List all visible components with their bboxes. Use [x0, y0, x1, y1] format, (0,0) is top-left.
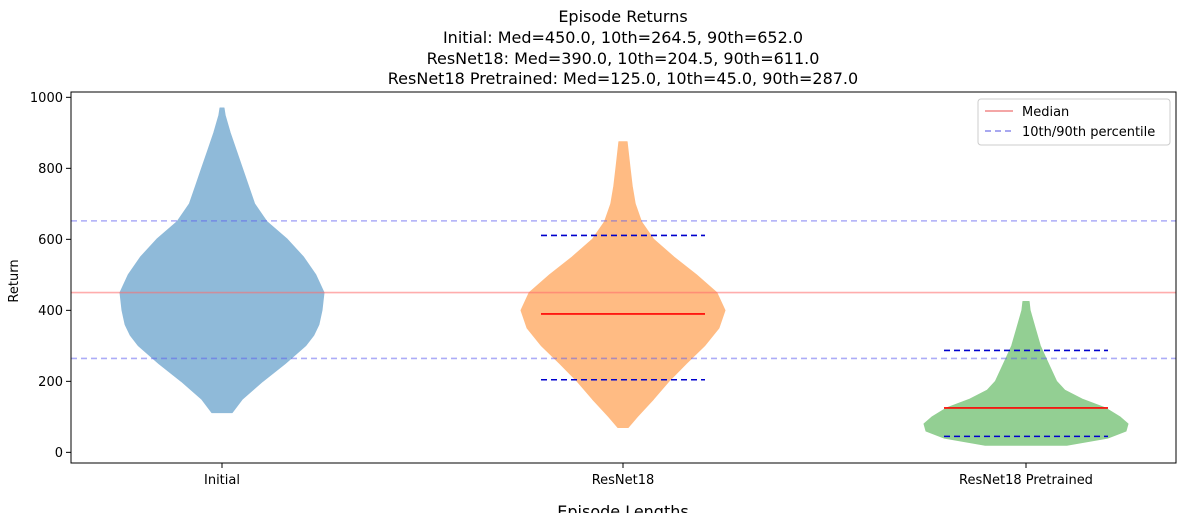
y-tick-label-0: 0 [55, 446, 63, 461]
x-axis: Initial ResNet18 ResNet18 Pretrained [204, 463, 1093, 488]
stat-lines-group [541, 234, 1108, 438]
chart-subtitle-initial: Initial: Med=450.0, 10th=264.5, 90th=652… [443, 28, 803, 47]
reference-lines-group [71, 220, 1176, 360]
y-tick-label-1000: 1000 [30, 91, 63, 106]
legend-percentile-label: 10th/90th percentile [1022, 125, 1155, 140]
chart-title: Episode Returns [558, 7, 687, 26]
violin-group [119, 107, 1129, 446]
y-tick-label-400: 400 [38, 304, 63, 319]
violin-resnet18 [520, 141, 726, 428]
y-tick-label-800: 800 [38, 162, 63, 177]
legend-median-label: Median [1022, 105, 1069, 120]
y-tick-label-200: 200 [38, 375, 63, 390]
violin-resnet18-pretrained [923, 301, 1129, 446]
chart-subtitle-resnet18-pretrained: ResNet18 Pretrained: Med=125.0, 10th=45.… [388, 69, 858, 88]
x-tick-label-resnet18-pretrained: ResNet18 Pretrained [959, 473, 1093, 488]
legend-box [977, 98, 1171, 146]
y-axis: 0 200 400 600 800 1000 [30, 91, 71, 461]
x-tick-label-initial: Initial [204, 473, 240, 488]
violin-initial [119, 107, 325, 414]
legend: Median 10th/90th percentile [977, 98, 1171, 146]
x-tick-label-resnet18: ResNet18 [592, 473, 655, 488]
chart-title-group: Episode Returns Initial: Med=450.0, 10th… [388, 7, 858, 88]
chart-subtitle-resnet18: ResNet18: Med=390.0, 10th=204.5, 90th=61… [427, 49, 820, 68]
next-chart-title: Episode Lengths [557, 502, 688, 513]
y-tick-label-600: 600 [38, 233, 63, 248]
y-axis-label: Return [7, 259, 22, 302]
